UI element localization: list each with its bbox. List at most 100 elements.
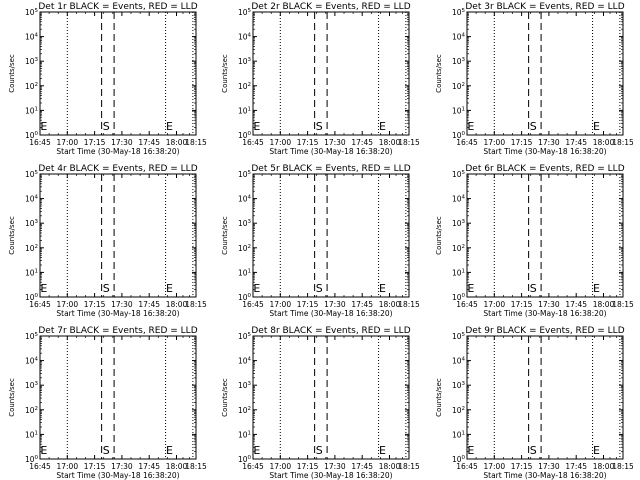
plot-frame bbox=[39, 335, 197, 460]
y-tick-label: 102 bbox=[238, 244, 251, 253]
y-tick-label: 100 bbox=[25, 131, 39, 140]
x-tick-label: 17:15 bbox=[84, 138, 106, 147]
x-tick-label: 16:45 bbox=[456, 300, 478, 309]
y-axis-label: Counts/sec bbox=[8, 378, 16, 417]
x-tick-label: 16:45 bbox=[29, 138, 51, 147]
plot-frame bbox=[466, 11, 624, 136]
event-marker-label: E bbox=[467, 444, 474, 457]
x-tick-label: 17:15 bbox=[297, 462, 319, 471]
detector-panel: Det 1r BLACK = Events, RED = LLD 100 101 10… bbox=[8, 2, 207, 156]
plot-frame bbox=[252, 335, 410, 460]
x-tick-label: 17:30 bbox=[111, 300, 133, 309]
event-marker-label: S bbox=[530, 444, 537, 457]
event-marker-label: S bbox=[530, 120, 537, 133]
x-tick-label: 18:00 bbox=[166, 300, 188, 309]
panel-title: Det 9r BLACK = Events, RED = LLD bbox=[465, 326, 624, 336]
y-axis-label: Counts/sec bbox=[221, 216, 229, 255]
x-axis-label: Start Time (30-May-18 16:38:20) bbox=[56, 309, 179, 318]
x-tick-label: 18:00 bbox=[593, 300, 615, 309]
panel-title: Det 8r BLACK = Events, RED = LLD bbox=[251, 326, 410, 336]
y-tick-label: 102 bbox=[452, 244, 465, 253]
y-tick-label: 101 bbox=[238, 106, 251, 115]
event-marker-label: S bbox=[103, 120, 110, 133]
event-marker-label: E bbox=[253, 120, 260, 133]
event-marker-label: S bbox=[103, 444, 110, 457]
detector-panel: Det 5r BLACK = Events, RED = LLD 100 101 10… bbox=[221, 164, 420, 318]
panel-title: Det 5r BLACK = Events, RED = LLD bbox=[251, 164, 410, 174]
event-marker-label: E bbox=[166, 120, 173, 133]
plot-frame bbox=[39, 11, 197, 136]
event-marker-label: E bbox=[253, 282, 260, 295]
event-marker-label: E bbox=[467, 120, 474, 133]
event-marker-label: S bbox=[316, 444, 323, 457]
x-tick-label: 18:15 bbox=[612, 138, 634, 147]
y-tick-label: 103 bbox=[25, 219, 39, 228]
y-tick-label: 103 bbox=[452, 57, 466, 66]
x-tick-label: 17:45 bbox=[565, 462, 587, 471]
y-tick-label: 102 bbox=[25, 82, 38, 91]
event-marker-label: S bbox=[316, 120, 323, 133]
x-tick-label: 17:15 bbox=[511, 462, 533, 471]
plot-frame bbox=[466, 173, 624, 298]
y-tick-label: 104 bbox=[25, 195, 39, 204]
x-tick-label: 18:15 bbox=[612, 462, 634, 471]
event-marker-label: E bbox=[40, 120, 47, 133]
y-tick-label: 102 bbox=[25, 244, 38, 253]
detector-panel: Det 6r BLACK = Events, RED = LLD 100 101 10… bbox=[435, 164, 634, 318]
y-tick-label: 104 bbox=[25, 357, 39, 366]
x-tick-label: 17:00 bbox=[269, 300, 291, 309]
x-tick-label: 18:00 bbox=[379, 138, 401, 147]
event-marker-label: E bbox=[379, 444, 386, 457]
event-marker-label: E bbox=[593, 444, 600, 457]
y-tick-label: 102 bbox=[452, 406, 465, 415]
y-tick-label: 103 bbox=[238, 219, 252, 228]
y-tick-label: 101 bbox=[238, 430, 251, 439]
x-tick-label: 17:15 bbox=[297, 138, 319, 147]
y-tick-label: 103 bbox=[238, 381, 252, 390]
event-marker-label: E bbox=[593, 120, 600, 133]
y-tick-label: 105 bbox=[25, 170, 39, 179]
y-tick-label: 104 bbox=[238, 357, 252, 366]
x-tick-label: 18:15 bbox=[185, 462, 207, 471]
x-tick-label: 17:45 bbox=[138, 462, 160, 471]
event-marker-label: E bbox=[253, 444, 260, 457]
y-axis-label: Counts/sec bbox=[8, 54, 16, 93]
detector-panel: Det 4r BLACK = Events, RED = LLD 100 101 10… bbox=[8, 164, 207, 318]
x-tick-label: 17:45 bbox=[138, 300, 160, 309]
event-marker-label: S bbox=[530, 282, 537, 295]
x-tick-label: 17:45 bbox=[351, 300, 373, 309]
x-tick-label: 17:00 bbox=[483, 138, 505, 147]
x-axis-label: Start Time (30-May-18 16:38:20) bbox=[269, 471, 392, 480]
panel-title: Det 1r BLACK = Events, RED = LLD bbox=[38, 2, 197, 12]
x-tick-label: 18:00 bbox=[379, 462, 401, 471]
y-axis-label: Counts/sec bbox=[435, 378, 443, 417]
x-tick-label: 17:30 bbox=[538, 138, 560, 147]
y-tick-label: 103 bbox=[452, 219, 466, 228]
x-tick-label: 18:00 bbox=[379, 300, 401, 309]
x-tick-label: 18:15 bbox=[398, 138, 420, 147]
y-tick-label: 104 bbox=[452, 357, 466, 366]
x-tick-label: 17:00 bbox=[56, 138, 78, 147]
y-tick-label: 100 bbox=[452, 131, 466, 140]
y-tick-label: 103 bbox=[25, 57, 39, 66]
panel-title: Det 6r BLACK = Events, RED = LLD bbox=[465, 164, 624, 174]
x-tick-label: 17:45 bbox=[351, 138, 373, 147]
x-tick-label: 17:15 bbox=[297, 300, 319, 309]
y-tick-label: 105 bbox=[238, 8, 252, 17]
event-marker-label: E bbox=[166, 282, 173, 295]
x-tick-label: 17:00 bbox=[483, 462, 505, 471]
x-axis-label: Start Time (30-May-18 16:38:20) bbox=[269, 309, 392, 318]
x-tick-label: 18:00 bbox=[593, 138, 615, 147]
y-tick-label: 102 bbox=[452, 82, 465, 91]
y-tick-label: 100 bbox=[452, 293, 466, 302]
detector-panel: Det 3r BLACK = Events, RED = LLD 100 101 10… bbox=[435, 2, 634, 156]
y-tick-label: 100 bbox=[238, 131, 252, 140]
y-tick-label: 101 bbox=[452, 268, 465, 277]
y-axis-label: Counts/sec bbox=[221, 54, 229, 93]
x-tick-label: 17:00 bbox=[483, 300, 505, 309]
y-axis-label: Counts/sec bbox=[435, 216, 443, 255]
y-tick-label: 105 bbox=[25, 332, 39, 341]
y-tick-label: 105 bbox=[452, 8, 466, 17]
panel-title: Det 2r BLACK = Events, RED = LLD bbox=[251, 2, 410, 12]
